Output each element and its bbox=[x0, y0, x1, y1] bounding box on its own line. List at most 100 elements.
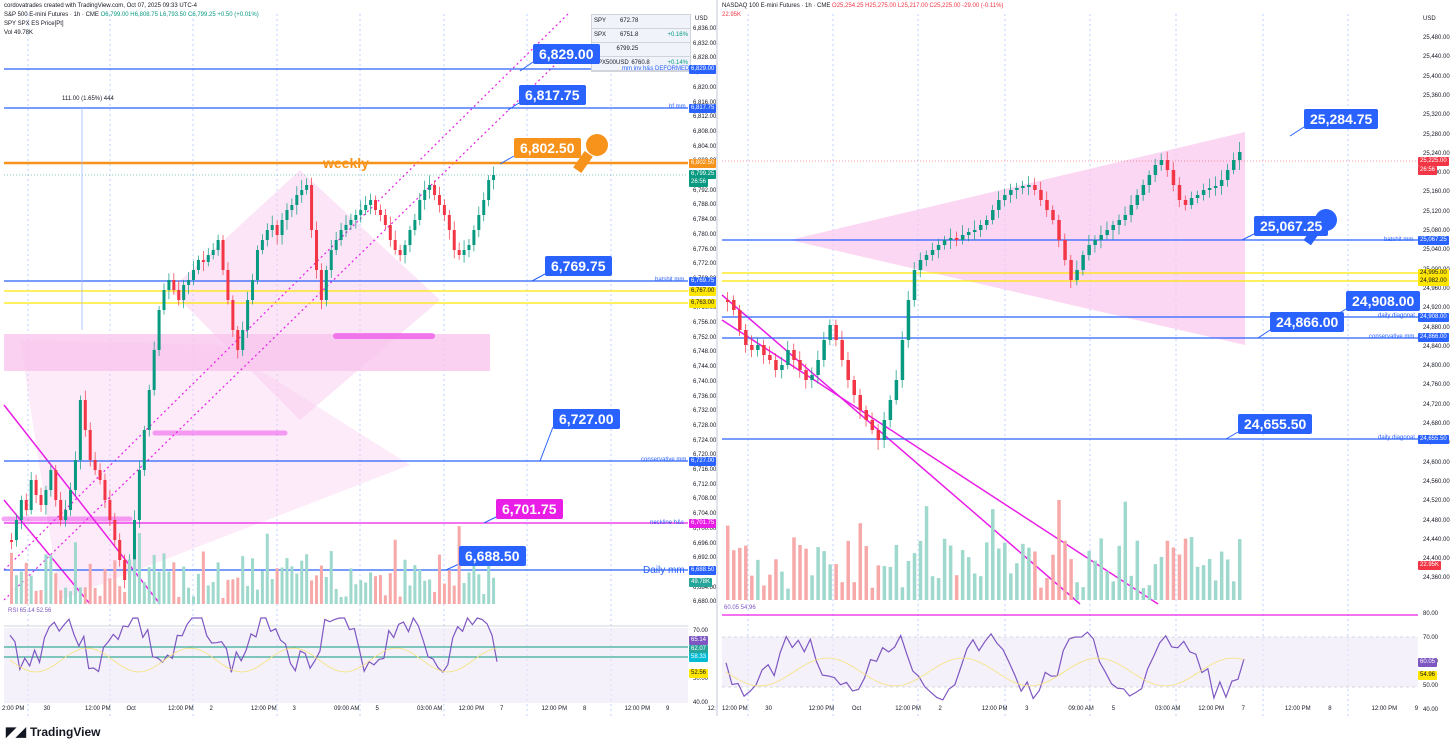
rsi-legend[interactable]: RSI 65.14 52.56 bbox=[8, 608, 52, 614]
volume-bar bbox=[359, 580, 363, 604]
price-tick: 6,760.00 bbox=[693, 305, 716, 312]
price-tick: 6,808.00 bbox=[693, 128, 716, 135]
price-tick: 70.00 bbox=[693, 628, 709, 634]
volume-bar bbox=[54, 573, 58, 604]
volume-bar bbox=[936, 578, 941, 600]
callout-pointer bbox=[507, 102, 520, 111]
volume-bar bbox=[1051, 554, 1055, 600]
volume-bar bbox=[216, 562, 220, 604]
candle bbox=[1051, 210, 1055, 220]
volume-bar bbox=[167, 571, 171, 604]
volume-bar bbox=[906, 560, 911, 600]
ndx-chart-panel[interactable]: NASDAQ 100 E-mini Futures · 1h · CME O25… bbox=[718, 0, 1456, 716]
volume-bar bbox=[786, 588, 790, 600]
last-price-tag: 25,225.00 bbox=[1418, 157, 1449, 166]
candle bbox=[398, 250, 402, 255]
time-tick: 5 bbox=[1111, 706, 1116, 712]
tradingview-logo[interactable]: ◤◢ TradingView bbox=[6, 724, 100, 740]
candle bbox=[482, 200, 486, 215]
volume-bar bbox=[147, 567, 151, 604]
tv-icon: ◤◢ bbox=[6, 724, 26, 739]
price-callout: 6,701.75 bbox=[496, 499, 563, 519]
volume-bar bbox=[768, 574, 772, 600]
candle bbox=[137, 470, 141, 520]
rsi-tag: 62.07 bbox=[689, 645, 709, 654]
candle bbox=[985, 220, 989, 225]
candle bbox=[251, 280, 255, 300]
volume-bar bbox=[1003, 542, 1007, 600]
volume-bar bbox=[275, 568, 279, 604]
spx-chart-panel[interactable]: cordovatrades created with TradingView.c… bbox=[0, 0, 716, 716]
volume-bar bbox=[1237, 539, 1242, 600]
volume-bar bbox=[255, 589, 259, 604]
volume-bar bbox=[339, 597, 343, 604]
price-tick: 6,736.00 bbox=[693, 393, 716, 400]
price-tick: 25,480.00 bbox=[1423, 35, 1450, 41]
candle bbox=[726, 300, 730, 302]
symbol-title[interactable]: NASDAQ 100 E-mini Futures · 1h · CME bbox=[722, 3, 831, 9]
symbol-title[interactable]: S&P 500 E-mini Futures · 1h · CME bbox=[4, 12, 99, 18]
price-tick: 40.00 bbox=[693, 700, 709, 706]
volume-legend[interactable]: Vol 49.78K bbox=[4, 30, 34, 36]
price-tick: 24,800.00 bbox=[1423, 363, 1450, 370]
volume-bar bbox=[852, 582, 856, 600]
candle bbox=[786, 350, 790, 365]
candle bbox=[1213, 186, 1218, 188]
volume-bar bbox=[1009, 573, 1013, 600]
candle bbox=[442, 205, 446, 215]
price-tag: 24,655.50 bbox=[1418, 435, 1449, 444]
volume-bar bbox=[726, 525, 730, 600]
volume-bar bbox=[840, 582, 844, 600]
ndx-chart-canvas[interactable] bbox=[718, 0, 1456, 716]
key-icon bbox=[573, 150, 593, 174]
indicator-legend[interactable]: SPY SPX ES Price[Pt] bbox=[4, 21, 64, 27]
volume-bar bbox=[858, 523, 863, 600]
candle bbox=[1069, 260, 1073, 280]
volume-bar bbox=[201, 551, 205, 604]
volume-bar bbox=[334, 588, 338, 604]
volume-legend[interactable]: 22.95K bbox=[722, 12, 742, 18]
candle bbox=[472, 230, 476, 245]
volume-bar bbox=[196, 573, 200, 604]
callout-pointer bbox=[1241, 233, 1255, 241]
candle bbox=[798, 360, 802, 370]
time-tick: 12:00 PM bbox=[1198, 706, 1224, 712]
candle bbox=[774, 360, 778, 370]
volume-bar bbox=[423, 580, 427, 604]
volume-bar bbox=[447, 570, 451, 604]
line-label: daily diagonal bbox=[1378, 313, 1415, 319]
candle bbox=[167, 280, 171, 290]
candle bbox=[10, 540, 13, 542]
volume-bar bbox=[39, 590, 43, 604]
time-tick: 12:00 PM bbox=[168, 706, 194, 712]
candle bbox=[882, 420, 887, 440]
volume-bar bbox=[187, 587, 191, 604]
candle bbox=[132, 520, 136, 560]
rsi-legend[interactable]: 60.05 54.96 bbox=[724, 605, 756, 611]
volume-bar bbox=[870, 587, 875, 600]
candle bbox=[792, 350, 796, 360]
volume-bar bbox=[1177, 554, 1182, 600]
candle bbox=[1039, 190, 1043, 200]
candle bbox=[177, 290, 181, 300]
volume-bar bbox=[314, 575, 318, 604]
pane-divider[interactable] bbox=[716, 0, 718, 716]
time-tick: 03:00 AM bbox=[1155, 706, 1181, 712]
candle bbox=[73, 460, 77, 490]
time-tick: 12:00 PM bbox=[707, 706, 717, 712]
price-tick: 6,812.00 bbox=[693, 114, 716, 121]
price-callout: 25,067.25 bbox=[1254, 216, 1329, 236]
line-label: batshit mm bbox=[1384, 237, 1414, 243]
volume-bar bbox=[991, 509, 995, 600]
price-callout: 24,866.00 bbox=[1270, 312, 1345, 332]
price-callout: 6,817.75 bbox=[519, 85, 586, 105]
volume-bar bbox=[1105, 571, 1109, 600]
time-tick: 12:00 PM bbox=[1284, 706, 1311, 712]
candle bbox=[447, 215, 451, 230]
candle bbox=[1207, 188, 1212, 190]
spx-chart-canvas[interactable] bbox=[0, 0, 716, 716]
candle bbox=[804, 370, 808, 380]
candle bbox=[1189, 198, 1194, 205]
time-tick: 12:00 PM bbox=[895, 706, 921, 712]
